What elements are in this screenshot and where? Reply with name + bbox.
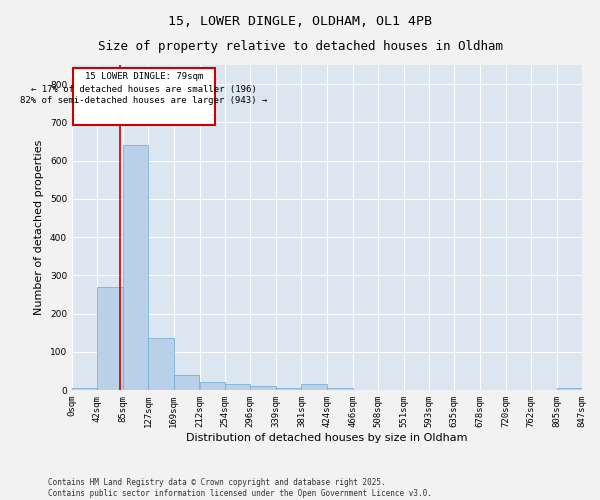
- Bar: [123, 146, 148, 390]
- Bar: [200, 382, 225, 390]
- Text: Size of property relative to detached houses in Oldham: Size of property relative to detached ho…: [97, 40, 503, 53]
- Bar: [225, 384, 250, 390]
- Text: Contains HM Land Registry data © Crown copyright and database right 2025.
Contai: Contains HM Land Registry data © Crown c…: [48, 478, 432, 498]
- Text: ← 17% of detached houses are smaller (196): ← 17% of detached houses are smaller (19…: [31, 84, 257, 94]
- Bar: [276, 388, 301, 390]
- Bar: [301, 384, 326, 390]
- Bar: [557, 388, 582, 390]
- Bar: [328, 388, 353, 390]
- Y-axis label: Number of detached properties: Number of detached properties: [34, 140, 44, 315]
- Bar: [148, 338, 174, 390]
- FancyBboxPatch shape: [73, 68, 215, 124]
- Text: 82% of semi-detached houses are larger (943) →: 82% of semi-detached houses are larger (…: [20, 96, 268, 105]
- Bar: [174, 374, 199, 390]
- Text: 15, LOWER DINGLE, OLDHAM, OL1 4PB: 15, LOWER DINGLE, OLDHAM, OL1 4PB: [168, 15, 432, 28]
- Bar: [72, 388, 97, 390]
- X-axis label: Distribution of detached houses by size in Oldham: Distribution of detached houses by size …: [186, 432, 468, 442]
- Bar: [97, 287, 122, 390]
- Bar: [250, 386, 275, 390]
- Text: 15 LOWER DINGLE: 79sqm: 15 LOWER DINGLE: 79sqm: [85, 72, 203, 81]
